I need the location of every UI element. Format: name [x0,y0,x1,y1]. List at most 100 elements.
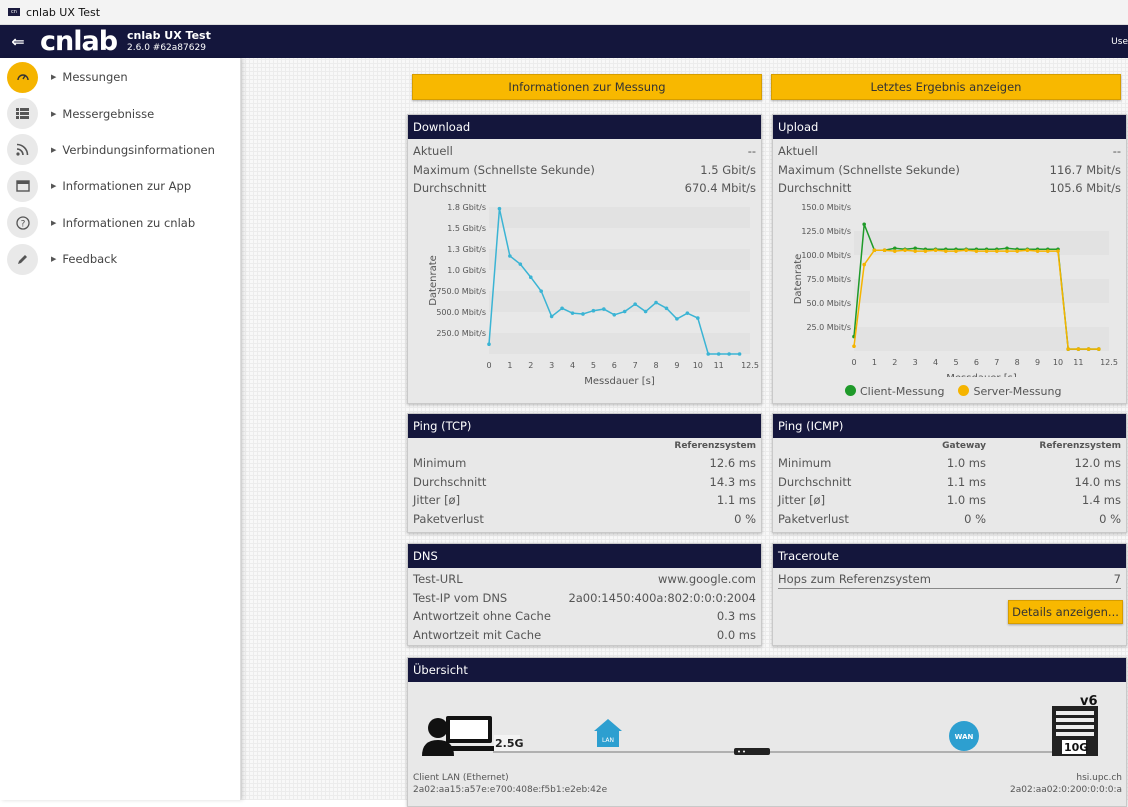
grid-band [854,327,1109,351]
ping-icmp-card: Ping (ICMP) Gateway Referenzsystem Minimu… [772,413,1127,533]
download-row-current: Aktuell -- [408,142,761,161]
x-tick-label: 0 [851,358,856,367]
rss-icon [7,134,38,166]
ipv6-badge: v6 [1080,694,1098,709]
row-label: Jitter [ø] [778,493,826,508]
y-axis-label: Datenrate [428,255,439,306]
dns-row: Test-IP vom DNS 2a00:1450:400a:802:0:0:0:… [408,589,761,608]
sidebar-item-informationen-zur-app[interactable]: ▶ Informationen zur App [0,168,240,204]
x-tick-label: 2 [528,361,533,370]
data-point [944,249,948,253]
y-tick-label: 150.0 Mbit/s [801,203,851,212]
expand-arrow-icon: ▶ [51,109,57,118]
download-chart: 250.0 Mbit/s 500.0 Mbit/s 750.0 Mbit/s 1.0 … [428,203,759,387]
upload-chart: 25.0 Mbit/s 50.0 Mbit/s 75.0 Mbit/s 100.0 M… [793,203,1118,377]
sidebar-item-informationen-zu-cnlab[interactable]: ? ▶ Informationen zu cnlab [0,205,240,241]
client-label: Client LAN (Ethernet) [413,773,509,783]
sidebar-item-messergebnisse[interactable]: ▶ Messergebnisse [0,95,240,131]
data-point [643,309,648,314]
x-tick-label: 12.5 [741,361,759,370]
sidebar-item-verbindungsinformationen[interactable]: ▶ Verbindungsinformationen [0,132,240,168]
user-menu[interactable]: Use [1111,37,1128,47]
data-point [549,314,554,319]
app-name: cnlab UX Test [127,28,211,42]
x-tick-label: 11 [714,361,724,370]
data-point [654,300,658,305]
upload-card: Upload Aktuell -- Maximum (Schnellste Sek… [772,114,1127,404]
data-point [913,249,917,253]
reference-value: 12.0 ms [1074,456,1121,471]
row-label: Jitter [ø] [413,493,461,508]
sidebar-item-label: Verbindungsinformationen [62,142,215,157]
row-label: Aktuell [413,144,453,159]
expand-arrow-icon: ▶ [51,182,57,191]
data-point [570,311,575,315]
x-tick-label: 8 [653,361,658,370]
traceroute-row: Hops zum Referenzsystem 7 [778,570,1121,589]
data-point [602,307,606,311]
y-tick-label: 125.0 Mbit/s [801,227,851,236]
data-point [696,316,700,320]
grid-band [854,279,1109,303]
data-point [862,222,866,227]
overview-card: Übersicht 2.5G LAN W [407,657,1127,807]
row-value: 14.3 ms [709,474,756,489]
y-tick-label: 1.3 Gbit/s [447,245,486,254]
server-rack-icon [1052,706,1098,756]
x-tick-label: 9 [674,361,679,370]
sidebar-item-messungen[interactable]: ▶ Messungen [0,59,240,95]
reference-value: 14.0 ms [1074,474,1121,489]
data-point [487,342,491,346]
legend-server: Server-Messung [958,385,1061,398]
app-small-logo-icon: cn [8,8,20,16]
window-title: cnlab UX Test [26,5,101,19]
window-icon [7,170,38,202]
data-point [1015,249,1019,253]
x-tick-label: 1 [872,358,877,367]
ping-icmp-header: Gateway Referenzsystem [773,438,1126,454]
data-point [923,249,928,253]
data-point [893,249,897,253]
row-label: Durchschnitt [778,474,852,489]
info-measurement-button[interactable]: Informationen zur Messung [412,74,762,100]
x-tick-label: 3 [913,358,918,367]
x-tick-label: 6 [612,361,617,370]
grid-band [489,291,750,312]
row-value: 0.3 ms [716,609,756,624]
data-point [612,313,617,317]
server-ip: 2a02:aa02:0:200:0:0:0:a [1010,785,1122,795]
router-icon [734,748,770,755]
data-point [539,289,543,293]
data-point [1005,246,1009,251]
overview-title: Übersicht [408,658,1126,682]
data-point [581,312,585,316]
download-row-avg: Durchschnitt 670.4 Mbit/s [408,179,761,198]
row-label: Minimum [778,456,832,471]
sidebar-item-feedback[interactable]: ▶ Feedback [0,241,240,277]
data-point [737,352,742,356]
x-tick-label: 9 [1035,358,1040,367]
app-header: ⇐ cnlab cnlab UX Test 2.6.0 #62a87629 Us… [0,25,1128,58]
details-button[interactable]: Details anzeigen... [1008,600,1123,624]
data-point [933,248,938,252]
row-label: Minimum [413,456,467,471]
wan-globe-icon: WAN [949,721,979,751]
last-result-button[interactable]: Letztes Ergebnis anzeigen [771,74,1121,100]
ping-icmp-title: Ping (ICMP) [773,414,1126,438]
ping-icmp-row: Jitter [ø] 1.0 ms 1.4 ms [773,491,1126,510]
row-label: Antwortzeit mit Cache [413,627,542,642]
legend-label: Server-Messung [973,385,1062,398]
wan-label: WAN [955,733,974,741]
grid-band [489,249,750,270]
data-point [518,262,523,266]
x-tick-label: 10 [1053,358,1063,367]
app-name-block: cnlab UX Test 2.6.0 #62a87629 [127,28,211,54]
row-label: Test-URL [413,572,463,587]
dns-row: Test-URL www.google.com [408,570,761,589]
ping-tcp-header: Referenzsystem [408,438,761,454]
ping-tcp-row: Paketverlust 0 % [408,510,761,529]
back-arrow-icon[interactable]: ⇐ [11,32,25,51]
client-computer-icon [422,716,496,756]
upload-row-avg: Durchschnitt 105.6 Mbit/s [773,179,1126,198]
data-point [528,275,533,280]
